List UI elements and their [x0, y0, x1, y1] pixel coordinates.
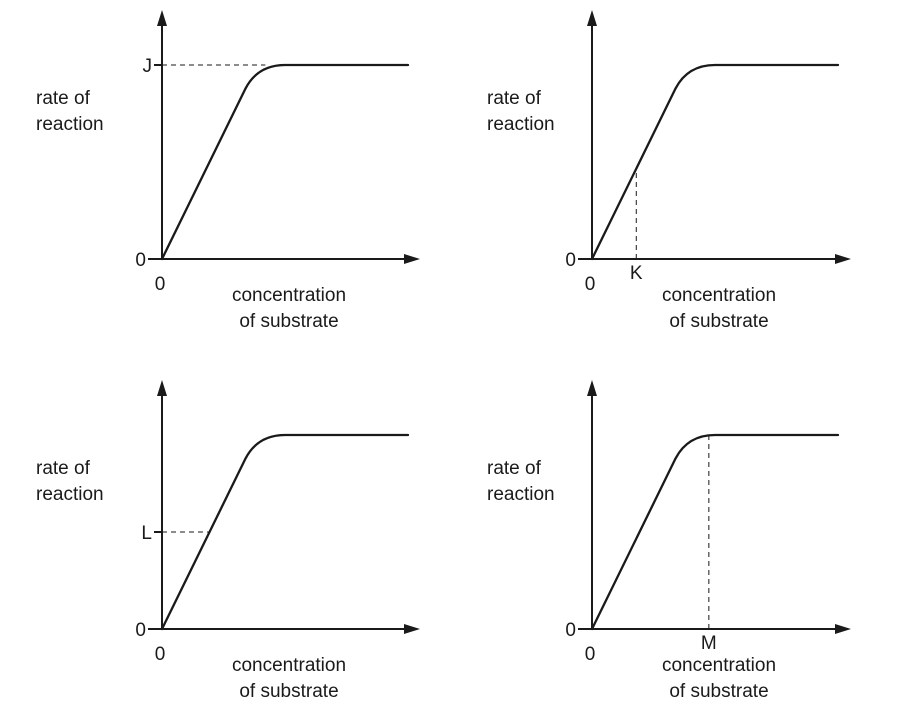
chart-panel-1: 00 rate of reaction concentration of substra…	[36, 10, 420, 332]
marker-label-M: M	[701, 633, 717, 654]
y-axis-label-line-1: rate of	[487, 88, 542, 109]
x-axis-arrow	[404, 254, 420, 264]
chart-panel-4: 00 rate of reaction concentration of substra…	[487, 380, 851, 702]
y-origin-label: 0	[565, 250, 576, 271]
y-axis-label-line-2: reaction	[36, 114, 104, 135]
chart-panel-3: 00 rate of reaction concentration of substra…	[36, 380, 420, 702]
x-axis-label-line-1: concentration	[232, 285, 346, 306]
y-axis-label-line-2: reaction	[487, 114, 555, 135]
x-axis-label-line-1: concentration	[662, 285, 776, 306]
rate-curve	[160, 63, 410, 261]
x-axis-arrow	[835, 624, 851, 634]
x-axis-arrow	[404, 624, 420, 634]
y-origin-label: 0	[135, 250, 146, 271]
y-axis-arrow	[157, 10, 167, 26]
x-axis-arrow	[835, 254, 851, 264]
y-axis-label-line-2: reaction	[487, 484, 555, 505]
x-axis-label-line-1: concentration	[232, 655, 346, 676]
y-axis-label-line-1: rate of	[36, 458, 91, 479]
y-axis-arrow	[587, 10, 597, 26]
chart-panel-2: 00 rate of reaction concentration of substra…	[487, 10, 851, 332]
x-origin-label: 0	[155, 644, 166, 665]
y-axis-label-line-1: rate of	[36, 88, 91, 109]
x-origin-label: 0	[155, 274, 166, 295]
y-axis-arrow	[587, 380, 597, 396]
y-origin-label: 0	[565, 620, 576, 641]
x-axis-label-line-2: of substrate	[239, 681, 338, 702]
marker-label-J: J	[143, 56, 153, 77]
y-origin-label: 0	[135, 620, 146, 641]
x-axis-label-line-2: of substrate	[669, 681, 768, 702]
y-axis-arrow	[157, 380, 167, 396]
x-axis-label-line-1: concentration	[662, 655, 776, 676]
marker-label-K: K	[630, 263, 643, 284]
rate-curve	[590, 63, 840, 261]
x-origin-label: 0	[585, 274, 596, 295]
x-axis-label-line-2: of substrate	[239, 311, 338, 332]
x-axis-label-line-2: of substrate	[669, 311, 768, 332]
rate-curve	[160, 433, 410, 631]
rate-curve	[590, 433, 840, 631]
marker-label-L: L	[141, 523, 152, 544]
x-origin-label: 0	[585, 644, 596, 665]
y-axis-label-line-2: reaction	[36, 484, 104, 505]
y-axis-label-line-1: rate of	[487, 458, 542, 479]
